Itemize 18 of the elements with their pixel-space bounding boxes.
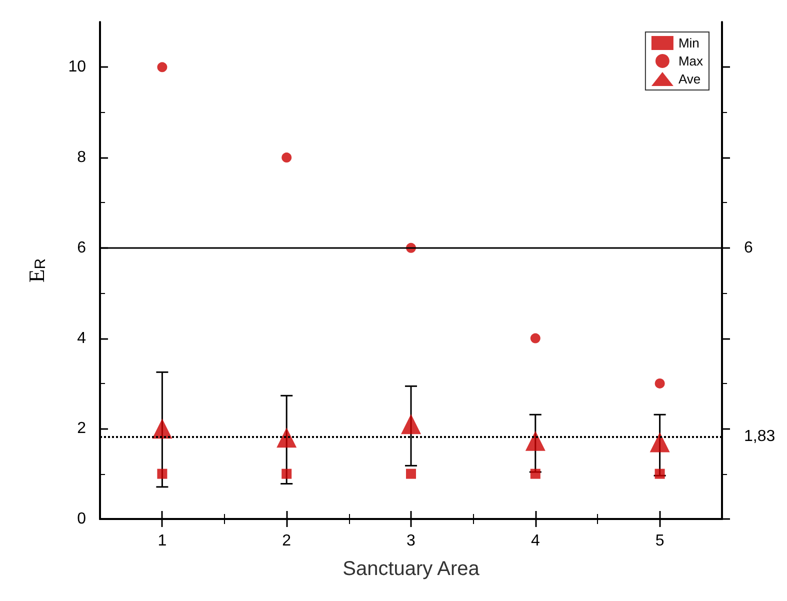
- y-tick-label: 6: [77, 239, 86, 256]
- legend-label: Min: [678, 36, 700, 50]
- x-tick-label: 4: [530, 532, 540, 550]
- legend-label: Ave: [678, 72, 701, 86]
- ref-line-label: 6: [744, 239, 753, 256]
- x-tick-label: 2: [282, 532, 292, 550]
- y-tick-label: 10: [68, 58, 86, 76]
- y-axis-title: ER: [24, 258, 49, 283]
- y-tick-label: 4: [77, 330, 86, 347]
- y-tick-label: 8: [77, 149, 86, 166]
- y-tick-label: 0: [77, 510, 86, 528]
- y-tick-label: 2: [77, 420, 86, 438]
- x-axis-title: Sanctuary Area: [342, 558, 480, 580]
- x-tick-label: 5: [655, 532, 664, 550]
- ref-line-label: 1,83: [744, 428, 776, 445]
- legend-label: Max: [678, 54, 704, 68]
- x-tick-label: 3: [406, 532, 416, 550]
- x-tick-label: 1: [158, 532, 167, 550]
